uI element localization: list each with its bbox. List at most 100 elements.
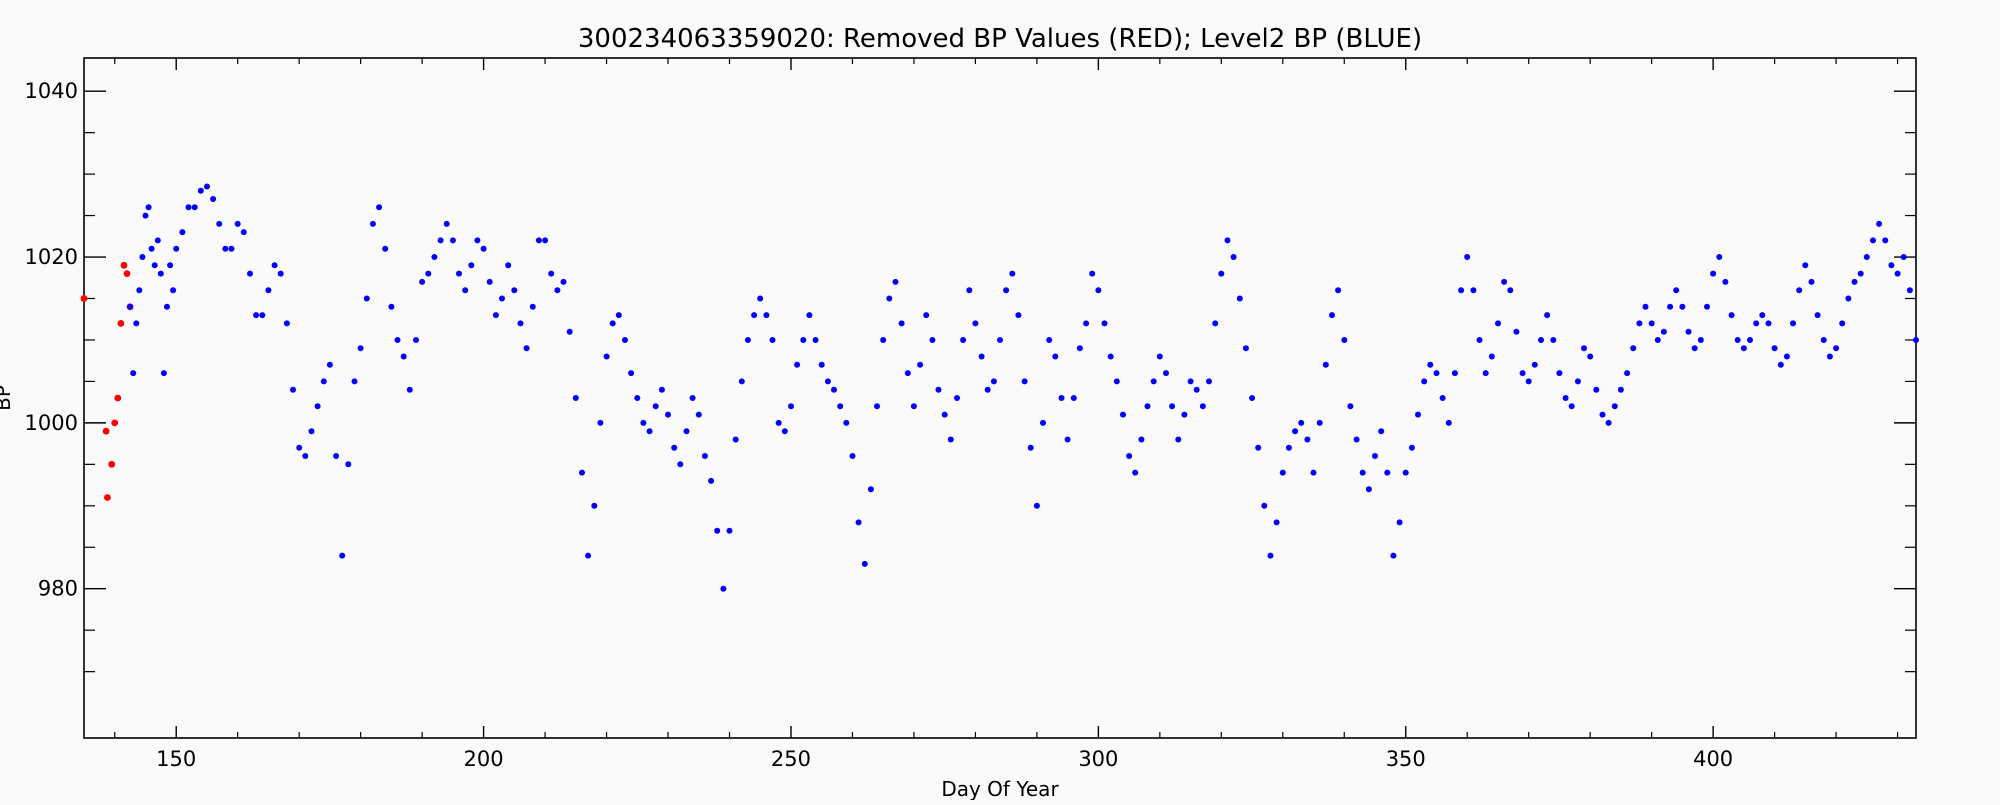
level2-point — [1660, 328, 1667, 335]
removed-point — [120, 261, 128, 269]
removed-point — [117, 320, 125, 327]
ticks: 150 200 250 300 350 400 980 1000 1020 1040 — [25, 58, 1916, 771]
level2-point — [1654, 337, 1661, 343]
level2-point — [1372, 453, 1378, 459]
level2-point — [480, 245, 487, 252]
level2-point — [1777, 361, 1784, 368]
level2-point — [376, 204, 383, 211]
level2-point — [1544, 312, 1551, 319]
removed-point — [104, 494, 111, 501]
level2-point — [843, 419, 850, 426]
level2-point — [935, 386, 942, 393]
level2-point — [320, 378, 327, 385]
level2-point — [1040, 419, 1046, 426]
level2-point — [837, 403, 844, 410]
level2-point — [535, 237, 542, 244]
level2-point — [1464, 254, 1471, 260]
level2-point — [861, 560, 868, 567]
removed-point — [102, 427, 110, 435]
level2-point — [929, 337, 936, 343]
level2-point — [216, 220, 223, 227]
level2-point — [1876, 220, 1883, 227]
level2-point — [683, 428, 690, 435]
level2-point — [1556, 370, 1563, 377]
level2-point — [566, 328, 573, 335]
removed-point — [111, 419, 119, 427]
level2-point — [1212, 320, 1219, 327]
level2-point — [425, 270, 432, 277]
level2-point — [689, 395, 696, 401]
level2-point — [1870, 237, 1876, 244]
level2-point — [339, 552, 346, 559]
level2-point — [1900, 254, 1907, 260]
level2-point — [824, 378, 831, 385]
level2-point — [1716, 254, 1723, 260]
level2-point — [271, 262, 278, 269]
level2-point — [1802, 262, 1809, 269]
level2-point — [1648, 320, 1655, 327]
level2-point — [812, 337, 819, 343]
level2-point — [886, 295, 893, 302]
level2-point — [1593, 386, 1600, 393]
y-tick-label: 1000 — [25, 411, 78, 435]
level2-point — [1501, 278, 1508, 285]
level2-point — [1538, 337, 1544, 343]
level2-point — [1507, 287, 1514, 294]
level2-point — [1790, 320, 1796, 327]
level2-point — [1359, 469, 1366, 476]
level2-point — [646, 428, 653, 435]
level2-point — [892, 278, 899, 285]
level2-point — [1581, 345, 1587, 352]
level2-point — [609, 320, 616, 327]
level2-point — [1408, 444, 1415, 451]
level2-point — [579, 469, 585, 476]
level2-point — [1888, 262, 1895, 269]
x-tick-label: 150 — [156, 747, 196, 771]
level2-point — [1519, 370, 1526, 377]
level2-point — [1445, 419, 1452, 426]
level2-point — [1187, 378, 1194, 385]
level2-point — [1433, 370, 1440, 377]
level2-point — [818, 361, 825, 368]
level2-point — [732, 436, 739, 443]
level2-point — [505, 262, 512, 269]
level2-point — [419, 278, 426, 285]
level2-point — [726, 527, 733, 534]
level2-point — [769, 337, 776, 343]
level2-point — [1310, 469, 1317, 476]
level2-point — [1193, 386, 1200, 393]
chart-title: 300234063359020: Removed BP Values (RED)… — [578, 24, 1422, 54]
level2-point — [197, 187, 204, 194]
level2-point — [351, 378, 358, 385]
level2-point — [1230, 254, 1237, 260]
x-tick-label: 300 — [1078, 747, 1118, 771]
level2-point — [1003, 287, 1010, 294]
level2-point — [1089, 270, 1096, 277]
level2-point — [572, 395, 579, 401]
level2-point — [1740, 345, 1747, 352]
y-axis-label: BP — [0, 385, 15, 411]
level2-point — [978, 353, 985, 360]
level2-point — [1833, 345, 1840, 352]
level2-point — [757, 295, 764, 302]
level2-point — [1808, 278, 1815, 285]
level2-point — [1617, 386, 1624, 393]
level2-point — [1636, 320, 1643, 327]
level2-point — [1771, 345, 1778, 352]
level2-point — [1882, 237, 1889, 244]
level2-point — [333, 453, 340, 459]
level2-point — [1599, 411, 1606, 418]
level2-point — [880, 337, 887, 343]
level2-point — [259, 312, 266, 319]
level2-point — [1550, 337, 1557, 343]
level2-point — [308, 428, 315, 435]
level2-point — [443, 220, 450, 227]
level2-point — [1691, 345, 1698, 352]
level2-point — [622, 337, 628, 343]
level2-point — [1470, 287, 1477, 294]
level2-point — [867, 486, 874, 493]
level2-point — [1095, 287, 1102, 294]
level2-point — [413, 337, 419, 343]
level2-point — [738, 378, 745, 385]
level2-point — [701, 453, 708, 459]
